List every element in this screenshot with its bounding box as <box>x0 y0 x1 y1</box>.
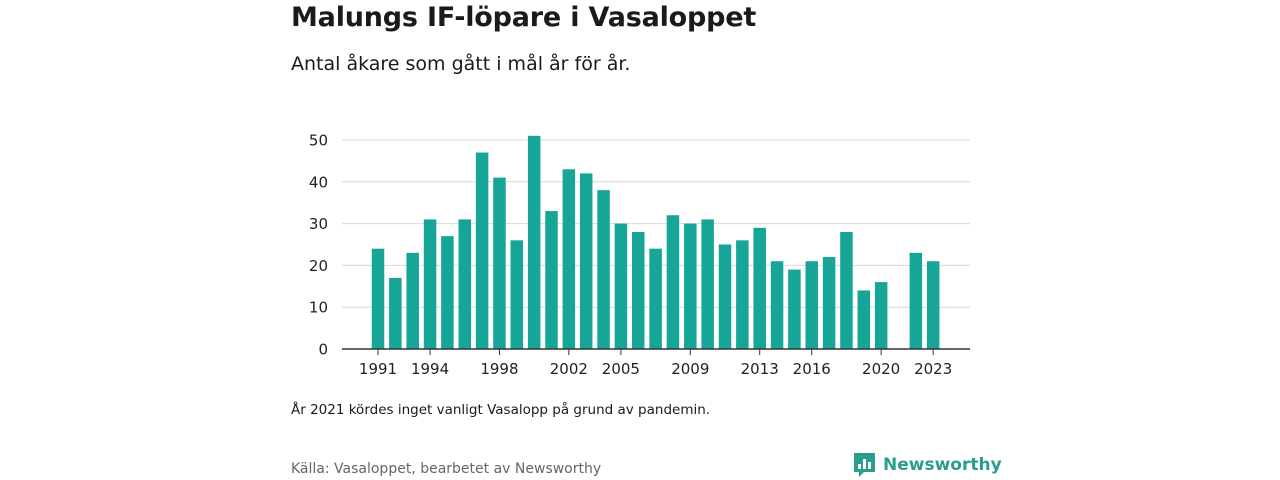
bar-2020 <box>874 282 888 349</box>
bar-2005 <box>614 223 628 349</box>
bar-2011 <box>718 244 732 349</box>
bar-2019 <box>857 290 871 349</box>
y-tick-label: 10 <box>309 299 328 317</box>
bar-chart: 0 10 20 30 40 50 1991 1994 1998 2002 2005 2009 2013… <box>309 132 970 378</box>
bar-1993 <box>406 252 419 349</box>
bar-2015 <box>788 269 801 349</box>
bar-1994 <box>423 219 437 349</box>
bar-1998 <box>493 177 506 349</box>
bar-2004 <box>597 190 610 349</box>
x-tick-label: 2023 <box>914 360 952 378</box>
bar-2014 <box>770 261 784 349</box>
bar-1996 <box>458 219 471 349</box>
y-tick-label: 20 <box>309 257 328 275</box>
x-tick-label: 2020 <box>862 360 900 378</box>
x-tick-label: 2013 <box>741 360 779 378</box>
bar-2000 <box>527 135 541 349</box>
bar-2022 <box>909 252 923 349</box>
bar-2016 <box>805 261 818 349</box>
y-tick-label: 30 <box>309 215 328 233</box>
y-axis-tick-labels: 0 10 20 30 40 50 <box>309 132 328 359</box>
bar-2010 <box>701 219 714 349</box>
x-tick-label: 2002 <box>550 360 588 378</box>
bar-2023 <box>926 261 940 349</box>
x-tick-label: 1994 <box>411 360 449 378</box>
bars <box>371 135 940 349</box>
bar-2012 <box>736 240 749 349</box>
bar-2013 <box>753 227 766 349</box>
x-tick-label: 1991 <box>359 360 397 378</box>
x-tick-label: 2016 <box>793 360 831 378</box>
x-tick-label: 2009 <box>671 360 709 378</box>
bar-2008 <box>666 215 680 349</box>
bar-2003 <box>579 173 593 349</box>
bar-1995 <box>441 236 454 349</box>
brand-logo: Newsworthy <box>853 452 1002 478</box>
bar-2001 <box>545 211 558 349</box>
bar-2006 <box>632 231 645 349</box>
brand-name: Newsworthy <box>883 455 1002 475</box>
x-tick-label: 1998 <box>480 360 518 378</box>
y-tick-label: 40 <box>309 173 328 191</box>
source-credit: Källa: Vasaloppet, bearbetet av Newswort… <box>291 461 602 477</box>
bar-1999 <box>510 240 524 349</box>
bar-1991 <box>371 248 385 349</box>
chart-footnote: År 2021 kördes inget vanligt Vasalopp på… <box>291 402 711 418</box>
bar-2018 <box>840 231 853 349</box>
y-tick-label: 50 <box>309 132 328 150</box>
bar-1997 <box>475 152 489 349</box>
chart-title: Malungs IF-löpare i Vasaloppet <box>291 2 757 33</box>
x-axis-ticks: 1991 1994 1998 2002 2005 2009 2013 2016 2020 2023 <box>359 349 952 378</box>
chart-subtitle: Antal åkare som gått i mål år för år. <box>291 53 631 75</box>
bar-1992 <box>389 277 402 349</box>
bar-2017 <box>822 257 836 349</box>
y-tick-label: 0 <box>318 341 328 359</box>
newsworthy-logo-icon <box>854 453 875 477</box>
bar-2007 <box>649 248 662 349</box>
x-tick-label: 2005 <box>602 360 640 378</box>
bar-2002 <box>562 169 576 349</box>
bar-2009 <box>684 223 697 349</box>
